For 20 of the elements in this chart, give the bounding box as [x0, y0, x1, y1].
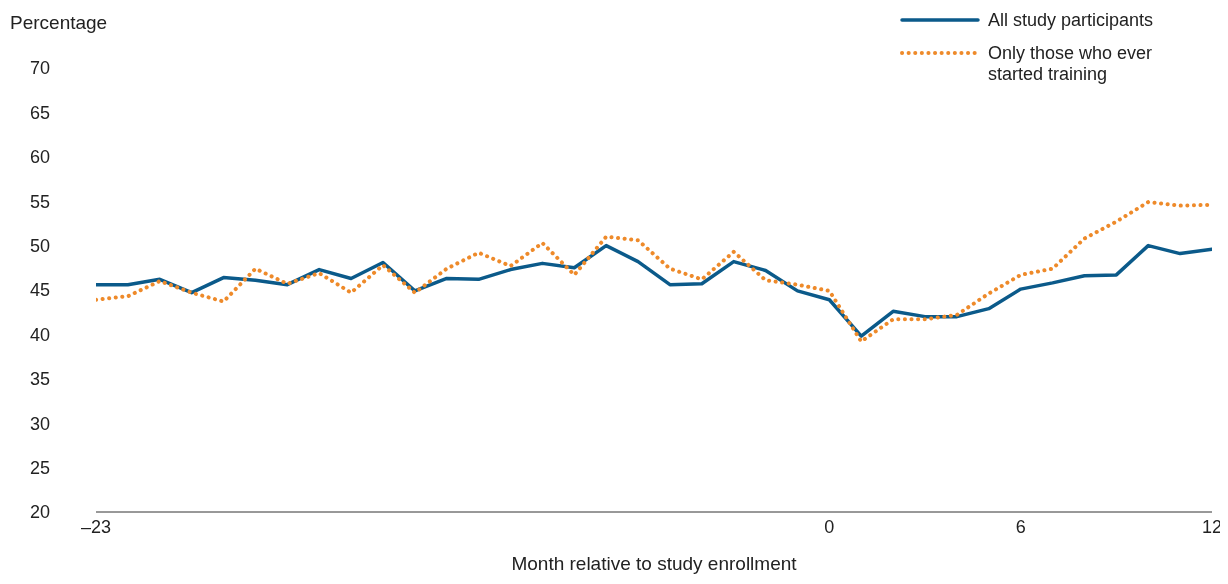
x-tick-label: –23: [80, 516, 112, 537]
x-tick-label: 0: [824, 516, 835, 537]
y-tick-label: 50: [30, 235, 51, 256]
y-tick-label: 25: [30, 457, 51, 478]
y-tick-label: 45: [30, 280, 51, 301]
y-tick-label: 55: [30, 191, 51, 212]
y-tick-label: 30: [30, 413, 51, 434]
y-axis-title: Percentage: [10, 12, 108, 34]
line-series: [96, 200, 1212, 344]
y-tick-label: 60: [30, 147, 51, 168]
y-tick-label: 35: [30, 369, 51, 390]
line-series: [96, 243, 1212, 338]
y-tick-label: 40: [30, 324, 51, 345]
x-axis-title: Month relative to study enrollment: [511, 553, 798, 574]
y-tick-label: 65: [30, 102, 51, 123]
y-tick-label: 70: [30, 58, 51, 79]
y-tick-label: 20: [30, 502, 51, 523]
legend-label: Only those who ever started training: [988, 43, 1154, 85]
x-tick-label: 6: [1015, 516, 1026, 537]
legend-label: All study participants: [988, 10, 1155, 31]
